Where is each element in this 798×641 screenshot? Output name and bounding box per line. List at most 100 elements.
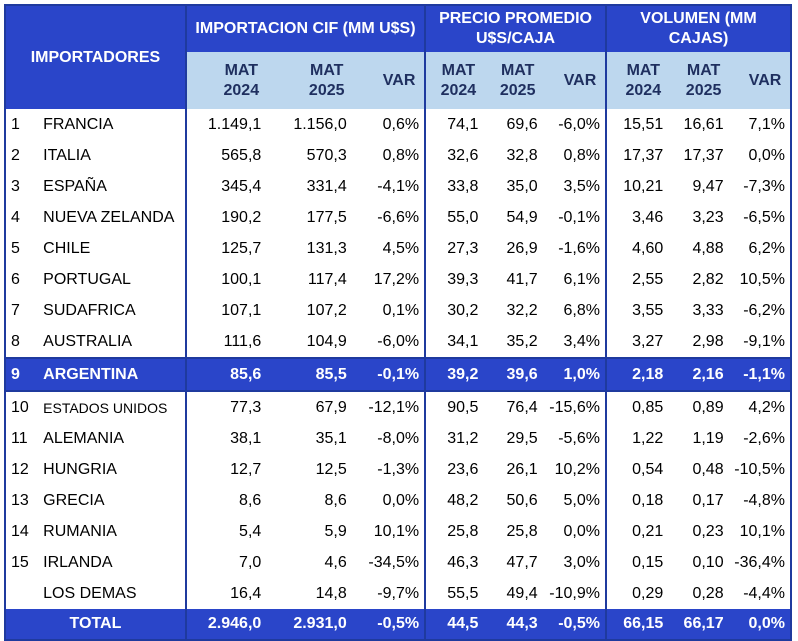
value-cell: 39,2 bbox=[424, 357, 484, 392]
value-cell: -10,9% bbox=[549, 584, 600, 602]
table-row: 12 HUNGRIA 12,7 12,5 -1,3% 23,6 26,1 10,2% 0,54 0… bbox=[5, 454, 791, 485]
value-cell: -4,1% bbox=[377, 177, 420, 195]
value-cell: 100,1 bbox=[184, 264, 267, 295]
sub-header-text: MAT 2025 bbox=[685, 61, 722, 99]
value-cell: 565,8 bbox=[184, 140, 267, 171]
value-cell: 0,21 bbox=[604, 516, 669, 547]
sub-header: MAT 2025 bbox=[266, 52, 352, 109]
value-cell: 0,15 bbox=[604, 547, 669, 578]
value-cell: 33,8 bbox=[424, 171, 484, 202]
rank bbox=[5, 578, 38, 609]
value-cell: 10,5% bbox=[739, 270, 785, 288]
value-cell: 1.156,0 bbox=[293, 115, 347, 133]
value-cell: 48,2 bbox=[424, 485, 484, 516]
rank: 5 bbox=[11, 239, 20, 257]
value-cell: 5,0% bbox=[563, 491, 600, 509]
table-row: 15 IRLANDA 7,0 4,6 -34,5% 46,3 47,7 3,0% 0,15 0,1… bbox=[5, 547, 791, 578]
value-cell: 47,7 bbox=[506, 553, 538, 571]
value-cell: 3,27 bbox=[604, 326, 669, 358]
value-cell: 35,1 bbox=[315, 429, 347, 447]
sub-header: MAT 2025 bbox=[668, 52, 729, 109]
value-cell: 0,0% bbox=[563, 522, 600, 540]
sub-header: VAR bbox=[728, 52, 791, 109]
importer: SUDAFRICA bbox=[43, 301, 136, 319]
value-cell: 0,18 bbox=[604, 485, 669, 516]
table-row: 10 ESTADOS UNIDOS 77,3 67,9 -12,1% 90,5 76,4 -1… bbox=[5, 391, 791, 423]
value-cell: 32,8 bbox=[506, 146, 538, 164]
value-cell: 27,3 bbox=[424, 233, 484, 264]
table-row: 13 GRECIA 8,6 8,6 0,0% 48,2 50,6 5,0% 0,18 0,17 -4… bbox=[5, 485, 791, 516]
importer: FRANCIA bbox=[43, 115, 114, 133]
value-cell: 6,1% bbox=[563, 270, 600, 288]
value-cell: 85,6 bbox=[184, 357, 267, 392]
rank: 4 bbox=[11, 208, 20, 226]
sub-header: MAT 2024 bbox=[604, 52, 669, 109]
sub-header: MAT 2025 bbox=[483, 52, 543, 109]
value-cell: 3,23 bbox=[692, 208, 724, 226]
rank: 2 bbox=[11, 146, 20, 164]
value-cell: -6,2% bbox=[743, 301, 785, 319]
value-cell: -9,7% bbox=[377, 584, 420, 602]
total-cell: 0,0% bbox=[728, 609, 791, 640]
value-cell: -8,0% bbox=[377, 429, 420, 447]
sub-header: MAT 2024 bbox=[424, 52, 484, 109]
value-cell: 38,1 bbox=[184, 423, 267, 454]
sub-header-text: MAT 2024 bbox=[625, 61, 662, 99]
importer: GRECIA bbox=[43, 491, 105, 509]
value-cell: 10,1% bbox=[739, 522, 785, 540]
value-cell: -2,6% bbox=[743, 429, 785, 447]
value-cell: 2,55 bbox=[604, 264, 669, 295]
value-cell: 0,54 bbox=[604, 454, 669, 485]
sub-header: VAR bbox=[351, 52, 426, 109]
total-cell: 66,17 bbox=[668, 609, 729, 640]
value-cell: 39,6 bbox=[483, 357, 543, 392]
value-cell: 3,5% bbox=[563, 177, 600, 195]
importer: ESTADOS UNIDOS bbox=[43, 399, 168, 416]
value-cell: -6,0% bbox=[377, 332, 420, 350]
value-cell: 345,4 bbox=[184, 171, 267, 202]
total-cell: 66,15 bbox=[604, 609, 669, 640]
value-cell: 26,9 bbox=[506, 239, 538, 257]
value-cell: 0,29 bbox=[604, 578, 669, 609]
rank: 9 bbox=[5, 357, 39, 392]
value-cell: -1,6% bbox=[558, 239, 600, 257]
group-header: IMPORTACION CIF (MM U$S) bbox=[184, 5, 426, 52]
value-cell: 26,1 bbox=[506, 460, 538, 478]
rank: 14 bbox=[11, 522, 29, 540]
rank: 6 bbox=[11, 270, 20, 288]
importer: PORTUGAL bbox=[43, 270, 131, 288]
importer: AUSTRALIA bbox=[43, 332, 133, 350]
rank: 1 bbox=[11, 115, 20, 133]
value-cell: -4,8% bbox=[743, 491, 785, 509]
value-cell: 1,19 bbox=[692, 429, 724, 447]
value-cell: 54,9 bbox=[506, 208, 538, 226]
table-row: LOS DEMAS 16,4 14,8 -9,7% 55,5 49,4 -10,9% 0,29… bbox=[5, 578, 791, 609]
value-cell: 111,6 bbox=[184, 326, 267, 358]
total-cell: -0,5% bbox=[351, 609, 426, 640]
value-cell: 570,3 bbox=[306, 146, 347, 164]
rank: 3 bbox=[11, 177, 20, 195]
table-row: 14 RUMANIA 5,4 5,9 10,1% 25,8 25,8 0,0% 0,21 0,23… bbox=[5, 516, 791, 547]
value-cell: 17,37 bbox=[683, 146, 724, 164]
value-cell: 16,4 bbox=[184, 578, 267, 609]
value-cell: 9,47 bbox=[692, 177, 724, 195]
table-row: 9 ARGENTINA 85,6 85,5 -0,1% 39,2 39,6 1,0% 2,18 2… bbox=[5, 357, 791, 392]
value-cell: 32,6 bbox=[424, 140, 484, 171]
value-cell: -1,3% bbox=[377, 460, 420, 478]
total-cell: -0,5% bbox=[542, 609, 606, 640]
value-cell: 55,0 bbox=[424, 202, 484, 233]
sub-header-text: VAR bbox=[563, 71, 597, 89]
importer: RUMANIA bbox=[43, 522, 117, 540]
value-cell: 12,5 bbox=[315, 460, 347, 478]
value-cell: 0,8% bbox=[563, 146, 600, 164]
value-cell: 107,1 bbox=[184, 295, 267, 326]
table-row: 1 FRANCIA 1.149,1 1.156,0 0,6% 74,1 69,6 -6,0% 1… bbox=[5, 109, 791, 140]
sub-header-text: MAT 2025 bbox=[308, 61, 345, 99]
value-cell: 10,2% bbox=[554, 460, 600, 478]
rank: 8 bbox=[11, 332, 20, 350]
value-cell: 17,37 bbox=[604, 140, 669, 171]
value-cell: 12,7 bbox=[184, 454, 267, 485]
importer: ITALIA bbox=[43, 146, 91, 164]
value-cell: -6,0% bbox=[558, 115, 600, 133]
rank: 15 bbox=[11, 553, 29, 571]
